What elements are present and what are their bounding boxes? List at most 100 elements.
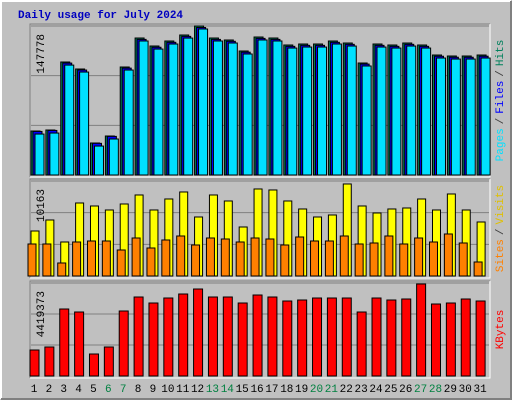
bar (207, 296, 218, 377)
bar (475, 300, 486, 377)
bar (153, 48, 164, 176)
x-tick-label: 15 (236, 384, 249, 396)
bar (44, 346, 55, 377)
bar (473, 261, 483, 277)
bar (297, 299, 308, 377)
bar (163, 297, 174, 377)
bar (242, 53, 253, 176)
bar (287, 47, 298, 176)
bar (480, 57, 491, 176)
x-tick-label: 6 (105, 384, 112, 396)
x-tick-label: 8 (135, 384, 142, 396)
x-tick-label: 18 (280, 384, 293, 396)
bar (191, 244, 201, 277)
bar (310, 240, 320, 277)
bar (356, 311, 367, 377)
bar (138, 40, 149, 176)
bar (168, 43, 179, 176)
bar (267, 296, 278, 377)
panel-bevel-light (30, 179, 491, 279)
bar (272, 40, 283, 176)
bar (237, 302, 248, 377)
x-tick-label: 11 (176, 384, 190, 396)
bar (416, 283, 427, 377)
legend: Sites / Visits (495, 185, 507, 272)
bar (369, 242, 379, 277)
x-tick-label: 13 (206, 384, 219, 396)
bar (148, 302, 159, 377)
x-tick-label: 26 (399, 384, 412, 396)
legend-entry: Files (495, 81, 507, 114)
x-tick-label: 19 (295, 384, 308, 396)
bar (74, 311, 85, 377)
bar (64, 64, 75, 176)
x-tick-label: 7 (120, 384, 127, 396)
legend-entry: Pages (495, 128, 507, 161)
bar (443, 233, 453, 277)
x-tick-label: 29 (444, 384, 457, 396)
legend-entry: KBytes (495, 310, 507, 350)
bar (326, 297, 337, 377)
bar (331, 43, 342, 176)
bar (371, 297, 382, 377)
bar (250, 237, 260, 277)
chart-title: Daily usage for July 2024 (18, 10, 183, 22)
y-tick-label: 10163 (36, 189, 48, 222)
bar (391, 47, 402, 176)
bar (86, 240, 96, 277)
legend-entry: Hits (495, 40, 507, 66)
bar (222, 296, 233, 377)
bar (252, 294, 263, 377)
bar (118, 310, 129, 377)
x-tick-label: 23 (355, 384, 368, 396)
bar (354, 243, 364, 277)
bar (428, 241, 438, 277)
bar (133, 296, 144, 377)
x-tick-label: 25 (384, 384, 397, 396)
x-tick-label: 30 (459, 384, 472, 396)
bar (450, 58, 461, 176)
bar (161, 239, 171, 277)
x-tick-label: 27 (414, 384, 427, 396)
bar (295, 236, 305, 277)
bar (49, 132, 60, 176)
bar (123, 69, 134, 176)
bar (193, 288, 204, 377)
bar (116, 249, 126, 277)
bar (341, 297, 352, 377)
panel-bevel-light (30, 281, 491, 379)
legend-entry: Visits (495, 185, 507, 225)
bar (146, 247, 156, 277)
bar (212, 40, 223, 176)
legend: KBytes (495, 310, 507, 350)
bar (235, 241, 245, 277)
bar (88, 353, 99, 377)
bar (312, 297, 323, 377)
y-tick-label: 147778 (36, 34, 48, 74)
x-tick-label: 9 (150, 384, 157, 396)
x-tick-label: 1 (31, 384, 38, 396)
bar (257, 39, 268, 176)
bar (220, 238, 230, 277)
bar (42, 243, 52, 277)
bar (280, 244, 290, 277)
x-tick-label: 31 (473, 384, 487, 396)
legend-separator: / (495, 118, 507, 125)
bar (421, 47, 432, 176)
bar (460, 298, 471, 377)
legend-separator: / (495, 228, 507, 235)
bar (131, 237, 141, 277)
panel-bevel-dark (29, 23, 490, 177)
bar (108, 138, 119, 176)
bar (176, 235, 186, 277)
bar (445, 302, 456, 377)
x-tick-label: 16 (250, 384, 263, 396)
x-tick-label: 5 (90, 384, 97, 396)
x-tick-label: 22 (340, 384, 353, 396)
legend-separator: / (495, 70, 507, 77)
bar (361, 65, 372, 176)
x-tick-label: 2 (46, 384, 53, 396)
bar (302, 46, 313, 176)
